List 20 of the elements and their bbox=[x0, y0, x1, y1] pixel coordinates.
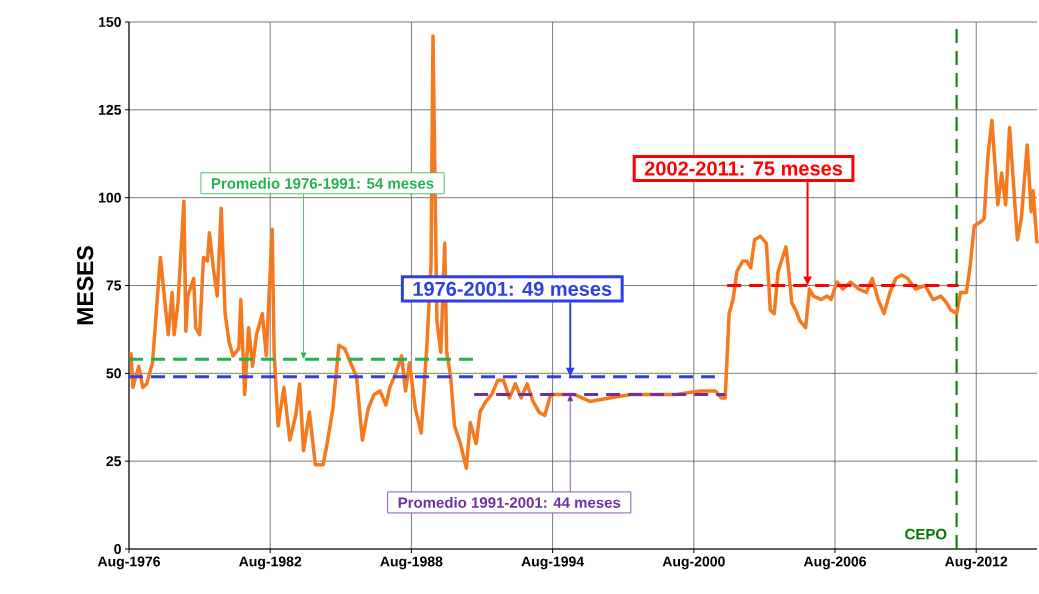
x-tick-label: Aug-1988 bbox=[380, 556, 443, 570]
annotation: Promedio 1991-2001: 44 meses bbox=[398, 496, 621, 508]
x-tick-label: Aug-2012 bbox=[945, 556, 1008, 570]
y-axis-title: MESES bbox=[77, 246, 94, 325]
x-tick-label: Aug-1982 bbox=[239, 556, 302, 570]
x-tick-label: Aug-2006 bbox=[803, 556, 867, 570]
ref-line-label: CEPO bbox=[905, 528, 947, 540]
y-tick-label: 125 bbox=[99, 104, 122, 115]
y-tick-label: 50 bbox=[106, 368, 121, 379]
y-tick-label: 75 bbox=[106, 280, 122, 291]
annotation: 1976-2001: 49 meses bbox=[413, 281, 612, 296]
y-tick-label: 100 bbox=[99, 192, 121, 203]
y-tick-label: 150 bbox=[99, 17, 121, 27]
x-tick-label: Aug-2000 bbox=[662, 556, 725, 570]
y-tick-label: 0 bbox=[114, 544, 121, 554]
x-tick-label: Aug-1976 bbox=[97, 556, 160, 570]
y-tick-label: 25 bbox=[106, 456, 122, 467]
x-tick-label: Aug-1994 bbox=[521, 556, 585, 570]
annotation: Promedio 1976-1991: 54 meses bbox=[211, 177, 434, 189]
annotation: 2002-2011: 75 meses bbox=[644, 161, 843, 176]
